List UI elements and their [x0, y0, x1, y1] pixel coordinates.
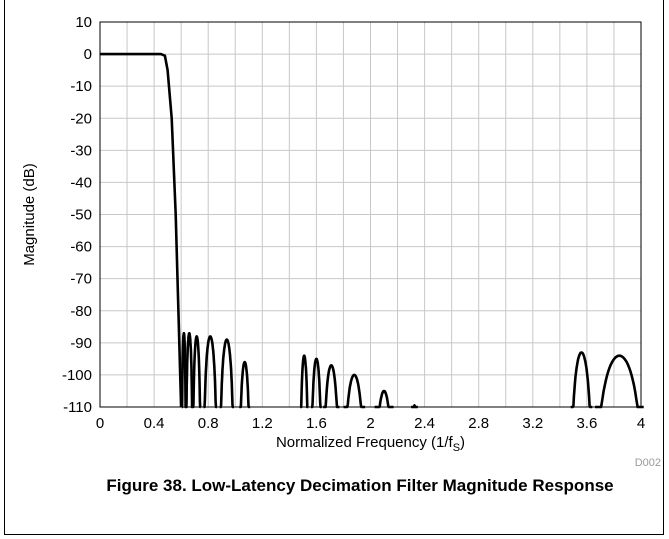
stopband-lobe — [373, 389, 395, 409]
stopband-lobe — [184, 331, 194, 409]
x-tick-label: 0.4 — [144, 415, 165, 432]
x-tick-label: 1.6 — [306, 415, 327, 432]
figure-caption: Figure 38. Low-Latency Decimation Filter… — [106, 476, 614, 495]
stopband-lobe — [180, 331, 188, 409]
stopband-lobe — [594, 354, 644, 409]
x-tick-label: 0 — [96, 415, 104, 432]
series-layer — [100, 52, 644, 409]
stopband-lobe — [202, 335, 218, 409]
y-tick-label: 0 — [84, 46, 92, 63]
y-tick-label: -80 — [70, 303, 92, 320]
stopband-lobe — [310, 357, 323, 409]
grid — [100, 22, 641, 407]
x-tick-label: 4 — [637, 415, 645, 432]
stopband-lobe — [409, 404, 419, 409]
x-axis-title: Normalized Frequency (1/fS) — [276, 434, 465, 454]
stopband-lobe — [218, 338, 235, 409]
y-tick-label: -10 — [70, 78, 92, 95]
y-tick-label: -40 — [70, 174, 92, 191]
x-axis-title-end: ) — [460, 434, 465, 451]
plot-area — [99, 21, 642, 408]
stopband-lobe — [569, 351, 594, 409]
figure-frame — [4, 0, 664, 535]
x-axis-title-main: Normalized Frequency (1/f — [276, 434, 454, 451]
x-tick-label: 2.8 — [468, 415, 489, 432]
x-tick-label: 2 — [366, 415, 374, 432]
y-tick-label: -50 — [70, 207, 92, 224]
y-tick-label: -100 — [62, 367, 92, 384]
y-tick-label: 10 — [75, 14, 92, 31]
stopband-lobe — [342, 373, 366, 409]
y-tick-label: -90 — [70, 335, 92, 352]
y-tick-label: -60 — [70, 239, 92, 256]
x-tick-label: 3.2 — [522, 415, 543, 432]
passband-curve — [100, 52, 183, 408]
x-tick-label: 2.4 — [414, 415, 435, 432]
stopband-lobe — [299, 354, 310, 409]
y-tick-labels: 10 0 -10 -20 -30 -40 -50 -60 -70 -80 -90 -100 -110 — [62, 14, 92, 416]
x-tick-labels: 0 0.4 0.8 1.2 1.6 2 2.4 2.8 3.2 3.6 4 — [96, 415, 645, 432]
y-tick-label: -70 — [70, 271, 92, 288]
y-axis-title: Magnitude (dB) — [21, 163, 38, 266]
y-tick-label: -20 — [70, 110, 92, 127]
x-tick-label: 3.6 — [576, 415, 597, 432]
y-tick-label: -30 — [70, 142, 92, 159]
stopband-lobe — [191, 335, 202, 409]
x-axis-title-subscript: S — [453, 442, 460, 454]
x-tick-label: 1.2 — [252, 415, 273, 432]
stopband-lobe — [238, 360, 252, 409]
document-id: D002 — [635, 457, 661, 469]
y-tick-label: -110 — [63, 399, 92, 416]
x-tick-label: 0.8 — [198, 415, 219, 432]
stopband-lobe — [322, 364, 341, 409]
